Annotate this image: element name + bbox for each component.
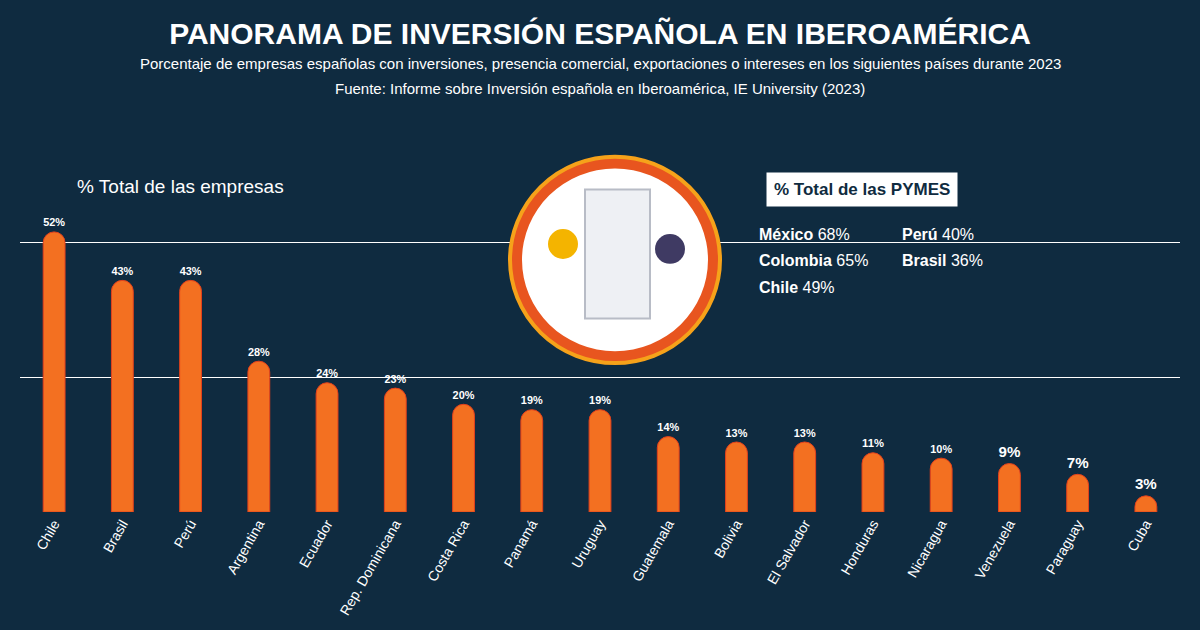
- svg-text:3%: 3%: [1135, 475, 1157, 492]
- svg-text:PANORAMA DE INVERSIÓN ESPAÑOLA: PANORAMA DE INVERSIÓN ESPAÑOLA EN IBEROA…: [169, 17, 1031, 50]
- svg-text:14%: 14%: [657, 421, 679, 433]
- svg-text:Chile: Chile: [33, 517, 63, 553]
- svg-text:7%: 7%: [1067, 454, 1089, 471]
- svg-text:Porcentaje de empresas español: Porcentaje de empresas españolas con inv…: [140, 55, 1061, 72]
- svg-text:Honduras: Honduras: [837, 517, 881, 578]
- svg-text:43%: 43%: [111, 265, 133, 277]
- svg-text:19%: 19%: [589, 394, 611, 406]
- svg-text:Nicaragua: Nicaragua: [904, 517, 950, 580]
- svg-text:13%: 13%: [794, 427, 816, 439]
- svg-text:Fuente: Informe sobre Inversió: Fuente: Informe sobre Inversión española…: [335, 80, 865, 97]
- svg-text:Ecuador: Ecuador: [296, 517, 336, 570]
- svg-text:Panamá: Panamá: [500, 517, 540, 570]
- svg-text:Perú: Perú: [171, 517, 200, 551]
- svg-text:Cuba: Cuba: [1124, 517, 1155, 554]
- svg-text:Guatemala: Guatemala: [629, 517, 677, 584]
- svg-text:Rep. Dominicana: Rep. Dominicana: [336, 517, 404, 618]
- svg-text:20%: 20%: [453, 389, 475, 401]
- svg-text:% Total de las empresas: % Total de las empresas: [77, 176, 284, 197]
- svg-text:Argentina: Argentina: [224, 517, 268, 577]
- svg-text:11%: 11%: [862, 437, 884, 449]
- svg-text:Bolivia: Bolivia: [711, 517, 746, 561]
- svg-text:24%: 24%: [316, 367, 338, 379]
- svg-text:Venezuela: Venezuela: [972, 517, 1019, 582]
- svg-text:Paraguay: Paraguay: [1042, 517, 1086, 577]
- svg-text:9%: 9%: [998, 443, 1020, 460]
- svg-text:19%: 19%: [521, 394, 543, 406]
- svg-text:Brasil 36%: Brasil 36%: [902, 252, 983, 269]
- svg-text:Costa Rica: Costa Rica: [424, 517, 472, 584]
- svg-text:28%: 28%: [248, 346, 270, 358]
- svg-text:52%: 52%: [43, 216, 65, 228]
- svg-text:43%: 43%: [180, 265, 202, 277]
- svg-text:% Total de las PYMES: % Total de las PYMES: [774, 180, 950, 199]
- svg-text:Brasil: Brasil: [100, 517, 131, 555]
- svg-text:El Salvador: El Salvador: [764, 517, 814, 587]
- svg-text:Chile 49%: Chile 49%: [759, 279, 835, 296]
- svg-text:México 68%: México 68%: [759, 226, 850, 243]
- svg-text:Uruguay: Uruguay: [568, 517, 608, 571]
- svg-text:23%: 23%: [384, 373, 406, 385]
- svg-text:Perú 40%: Perú 40%: [902, 226, 974, 243]
- svg-text:10%: 10%: [930, 443, 952, 455]
- svg-text:Colombia 65%: Colombia 65%: [759, 252, 868, 269]
- svg-text:13%: 13%: [726, 427, 748, 439]
